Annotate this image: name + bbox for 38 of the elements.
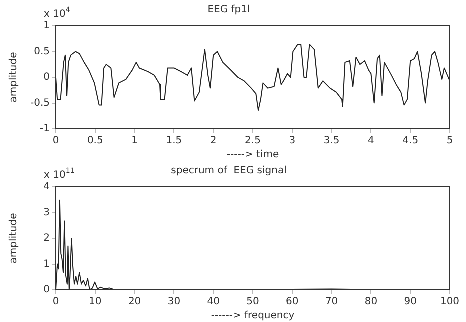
x-tick-label: 3 bbox=[289, 136, 296, 147]
y-axis-title: amplitude bbox=[8, 52, 20, 103]
y-tick-label: 1 bbox=[44, 258, 50, 270]
x-tick-label: 20 bbox=[128, 296, 142, 308]
x-axis-title: ------> frequency bbox=[211, 310, 295, 322]
x-tick-label: 60 bbox=[286, 296, 299, 308]
x-tick-label: 4.5 bbox=[402, 136, 419, 147]
y-tick-label: 0.5 bbox=[34, 46, 50, 58]
x-tick-label: 90 bbox=[404, 296, 417, 308]
x-tick-label: 2.5 bbox=[245, 136, 261, 147]
x-tick-label: 100 bbox=[440, 296, 460, 308]
y-tick-label: 1 bbox=[44, 20, 50, 32]
chart-title: EEG fp1l bbox=[208, 4, 250, 16]
x-tick-label: 50 bbox=[246, 296, 260, 308]
x-tick-label: 1 bbox=[132, 136, 138, 147]
x-axis-title: -----> time bbox=[226, 150, 280, 161]
x-tick-label: 5 bbox=[446, 136, 454, 147]
y-tick-label: 0 bbox=[44, 284, 50, 296]
x-tick-label: 40 bbox=[207, 296, 220, 308]
x-tick-label: 2 bbox=[210, 136, 217, 147]
x-tick-label: 70 bbox=[325, 296, 338, 308]
y-tick-label: 0 bbox=[44, 72, 50, 84]
y-tick-label: -0.5 bbox=[30, 98, 50, 109]
x-tick-label: 10 bbox=[89, 296, 102, 308]
y-tick-label: 2 bbox=[44, 233, 50, 244]
x-tick-label: 80 bbox=[364, 296, 378, 308]
x-tick-label: 0 bbox=[52, 296, 60, 308]
x-tick-label: 0.5 bbox=[87, 136, 104, 147]
x-tick-label: 0 bbox=[52, 136, 60, 147]
x-tick-label: 3.5 bbox=[324, 136, 340, 147]
chart-title: specrum of EEG signal bbox=[171, 166, 287, 177]
x-tick-label: 30 bbox=[168, 296, 181, 308]
x-tick-label: 1.5 bbox=[166, 136, 182, 147]
y-tick-label: -1 bbox=[40, 124, 50, 135]
y-tick-label: 4 bbox=[44, 182, 50, 193]
x-tick-label: 4 bbox=[368, 136, 374, 147]
y-tick-label: 3 bbox=[44, 207, 50, 218]
y-axis-title: amplitude bbox=[8, 213, 20, 264]
